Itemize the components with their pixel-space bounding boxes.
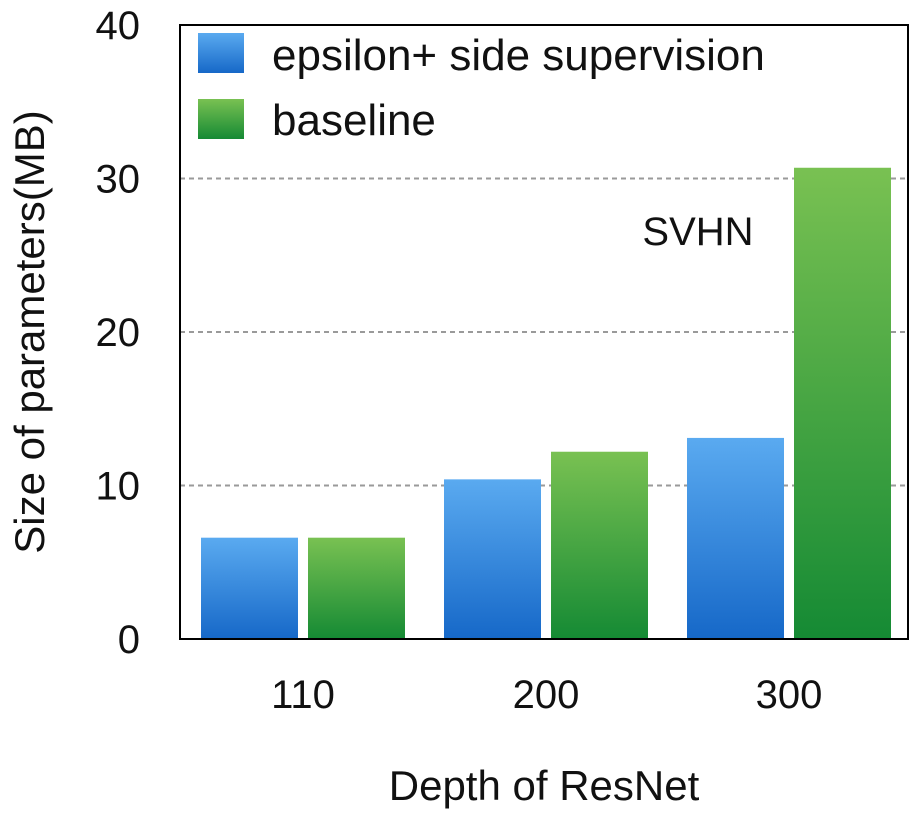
x-tick-label: 200 xyxy=(513,673,580,717)
bar-epsilon-110 xyxy=(201,537,298,639)
bar-epsilon-300 xyxy=(687,437,784,639)
chart-annotation: SVHN xyxy=(642,210,753,254)
legend-swatch-series-1 xyxy=(198,33,244,73)
gridlines xyxy=(180,177,908,487)
x-tick-label: 300 xyxy=(756,673,823,717)
bars xyxy=(201,167,891,639)
bar-baseline-110 xyxy=(308,537,405,639)
x-axis-label: Depth of ResNet xyxy=(389,762,700,809)
legend-label-series-2: baseline xyxy=(272,96,436,145)
x-tick-label: 110 xyxy=(271,673,335,717)
legend-label-series-1: epsilon+ side supervision xyxy=(272,31,765,80)
bar-baseline-300 xyxy=(794,167,891,639)
y-tick-label: 10 xyxy=(96,465,141,509)
y-tick-label: 40 xyxy=(96,4,141,48)
legend-swatch-series-2 xyxy=(198,99,244,139)
x-tick-labels: 110 200 300 xyxy=(271,673,822,717)
y-tick-label: 30 xyxy=(96,158,141,202)
y-axis-label: Size of parameters(MB) xyxy=(6,110,53,553)
plot-frame xyxy=(179,24,909,640)
y-tick-label: 0 xyxy=(118,618,140,662)
legend: epsilon+ side supervision baseline xyxy=(198,31,765,145)
y-tick-labels: 0 10 20 30 40 xyxy=(96,4,141,662)
bar-baseline-200 xyxy=(551,451,648,639)
bar-epsilon-200 xyxy=(444,479,541,639)
y-tick-label: 20 xyxy=(96,311,141,355)
